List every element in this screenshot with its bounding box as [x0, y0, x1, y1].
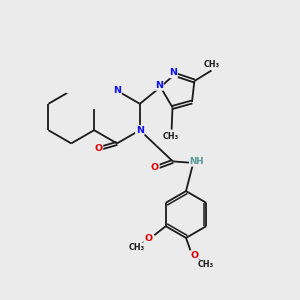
Text: N: N — [136, 126, 144, 135]
Text: CH₃: CH₃ — [128, 243, 144, 252]
Text: CH₃: CH₃ — [204, 60, 220, 69]
Text: N: N — [155, 81, 163, 90]
Text: O: O — [190, 251, 198, 260]
Text: N: N — [113, 86, 121, 95]
Text: CH₃: CH₃ — [163, 132, 179, 141]
Text: O: O — [151, 164, 159, 172]
Text: NH: NH — [190, 157, 204, 166]
Text: N: N — [169, 68, 177, 77]
Text: O: O — [144, 234, 152, 243]
Text: O: O — [94, 144, 103, 153]
Text: CH₃: CH₃ — [197, 260, 214, 269]
